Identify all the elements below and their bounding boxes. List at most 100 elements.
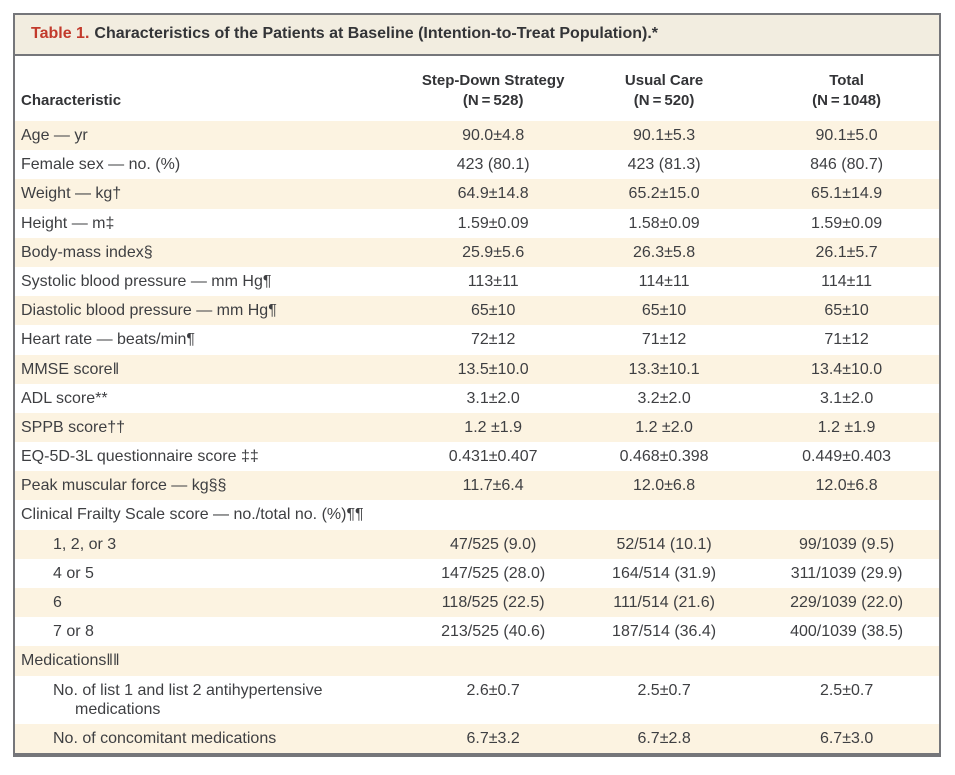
value-cell-total: 311/1039 (29.9) [790,564,903,582]
value-cell-total: 26.1±5.7 [815,243,878,261]
table-row: Weight — kg† 64.9±14.8 65.2±15.0 65.1±14… [15,179,939,209]
column-header-label: Characteristic [21,91,122,109]
value-cell-step-down: 423 (80.1) [456,156,530,174]
column-header-step-down: Step-Down Strategy (N = 528) [412,56,574,121]
characteristic-cell: Body-mass index§ [21,243,153,261]
characteristic-cell: EQ-5D-3L questionnaire score ‡‡ [21,448,259,466]
value-cell-total [754,646,939,675]
column-header-n: (N = 520) [633,91,695,109]
value-cell-step-down: 64.9±14.8 [457,185,529,203]
value-cell-usual-care: 164/514 (31.9) [612,564,717,582]
baseline-characteristics-table: Characteristic Step-Down Strategy (N = 5… [15,56,939,754]
value-cell-step-down [412,500,574,529]
value-cell-usual-care: 12.0±6.8 [633,477,696,495]
value-cell-total: 99/1039 (9.5) [798,535,895,553]
value-cell-step-down: 0.431±0.407 [448,448,538,466]
characteristic-cell: MMSE score‖ [21,360,120,378]
value-cell-usual-care: 26.3±5.8 [633,243,696,261]
characteristic-cell: No. of list 1 and list 2 antihypertensiv… [53,681,323,718]
value-cell-step-down: 47/525 (9.0) [450,535,537,553]
table-row: Diastolic blood pressure — mm Hg¶ 65±10 … [15,296,939,326]
value-cell-step-down: 13.5±10.0 [457,360,529,378]
column-header-label: Total [829,72,864,89]
table-row: SPPB score†† 1.2 ±1.9 1.2 ±2.0 1.2 ±1.9 [15,412,939,443]
value-cell-total: 2.5±0.7 [819,681,874,699]
value-cell-usual-care: 52/514 (10.1) [616,535,712,553]
value-cell-step-down: 90.0±4.8 [462,127,525,144]
table-body: Age — yr 90.0±4.8 90.1±5.3 90.1±5.0 Fema… [15,121,939,754]
characteristic-cell: Systolic blood pressure — mm Hg¶ [21,272,272,290]
characteristic-cell: Female sex — no. (%) [21,156,181,174]
value-cell-step-down: 25.9±5.6 [462,243,525,261]
value-cell-total: 65±10 [824,302,869,320]
table-row: Systolic blood pressure — mm Hg¶ 113±11 … [15,266,939,297]
value-cell-usual-care: 65±10 [641,302,687,320]
value-cell-usual-care: 71±12 [641,331,687,349]
column-header-n: (N = 1048) [812,91,882,109]
table-row: 6 118/525 (22.5) 111/514 (21.6) 229/1039… [15,588,939,618]
value-cell-step-down: 6.7±3.2 [466,729,520,747]
column-header-label: Step-Down Strategy [421,72,565,89]
value-cell-step-down: 11.7±6.4 [462,477,524,495]
value-cell-total: 1.59±0.09 [811,214,883,232]
value-cell-total: 846 (80.7) [810,156,884,174]
value-cell-usual-care: 0.468±0.398 [619,448,709,466]
value-cell-step-down: 1.2 ±1.9 [464,418,523,436]
table-row: No. of list 1 and list 2 antihypertensiv… [15,675,939,724]
value-cell-usual-care: 1.58±0.09 [628,214,700,232]
value-cell-usual-care: 423 (81.3) [627,156,701,174]
table-number-label: Table 1. [31,25,90,42]
value-cell-usual-care: 90.1±5.3 [633,127,696,144]
column-header-total: Total (N = 1048) [754,56,939,121]
value-cell-usual-care: 6.7±2.8 [637,729,691,747]
characteristic-cell: SPPB score†† [21,418,126,436]
table-row: MMSE score‖ 13.5±10.0 13.3±10.1 13.4±10.… [15,354,939,384]
value-cell-total: 71±12 [824,331,869,349]
characteristic-cell: Peak muscular force — kg§§ [21,477,227,495]
value-cell-usual-care: 3.2±2.0 [637,389,691,407]
value-cell-total: 400/1039 (38.5) [790,623,904,641]
table-row: ADL score** 3.1±2.0 3.2±2.0 3.1±2.0 [15,383,939,413]
table-container: Table 1. Characteristics of the Patients … [13,13,941,758]
table-row: EQ-5D-3L questionnaire score ‡‡ 0.431±0.… [15,442,939,472]
value-cell-usual-care: 65.2±15.0 [628,185,700,203]
characteristic-cell: Age — yr [21,127,88,144]
characteristic-cell: 6 [53,594,62,611]
column-header-label: Usual Care [624,72,704,89]
characteristic-cell: No. of concomitant medications [53,729,277,747]
characteristic-cell: Clinical Frailty Scale score — no./total… [21,506,364,524]
value-cell-step-down: 213/525 (40.6) [441,623,546,641]
characteristic-cell: 4 or 5 [53,564,94,582]
value-cell-step-down: 3.1±2.0 [466,389,520,407]
table-row: No. of concomitant medications 6.7±3.2 6… [15,723,939,754]
value-cell-usual-care: 111/514 (21.6) [613,594,715,611]
value-cell-total: 6.7±3.0 [819,729,874,747]
table-row: Peak muscular force — kg§§ 11.7±6.4 12.0… [15,471,939,501]
table-row: Body-mass index§ 25.9±5.6 26.3±5.8 26.1±… [15,237,939,267]
characteristic-cell: 1, 2, or 3 [53,535,117,553]
table-row: Height — m‡ 1.59±0.09 1.58±0.09 1.59±0.0… [15,208,939,238]
column-header-n: (N = 528) [462,91,524,109]
table-title: Characteristics of the Patients at Basel… [94,25,659,42]
value-cell-step-down: 147/525 (28.0) [441,564,546,582]
value-cell-usual-care: 187/514 (36.4) [612,623,717,641]
value-cell-total: 0.449±0.403 [802,448,892,466]
table-header: Characteristic Step-Down Strategy (N = 5… [15,56,939,121]
table-row: 1, 2, or 3 47/525 (9.0) 52/514 (10.1) 99… [15,529,939,559]
table-row: 4 or 5 147/525 (28.0) 164/514 (31.9) 311… [15,558,939,588]
table-row: Female sex — no. (%) 423 (80.1) 423 (81.… [15,150,939,180]
table-row: 7 or 8 213/525 (40.6) 187/514 (36.4) 400… [15,617,939,647]
value-cell-usual-care [574,646,754,675]
table-title-bar: Table 1. Characteristics of the Patients … [15,15,939,56]
value-cell-total: 114±11 [821,272,873,290]
characteristic-cell: Medications‖‖ [21,652,120,670]
value-cell-step-down: 2.6±0.7 [466,681,520,699]
characteristic-cell: 7 or 8 [53,623,94,641]
table-row: Clinical Frailty Scale score — no./total… [15,500,939,530]
value-cell-total: 1.2 ±1.9 [817,418,876,436]
table-row: Heart rate — beats/min¶ 72±12 71±12 71±1… [15,325,939,355]
value-cell-total: 12.0±6.8 [815,477,878,495]
header-row: Characteristic Step-Down Strategy (N = 5… [15,56,939,121]
value-cell-step-down: 113±11 [467,272,519,290]
value-cell-usual-care: 2.5±0.7 [637,681,691,699]
